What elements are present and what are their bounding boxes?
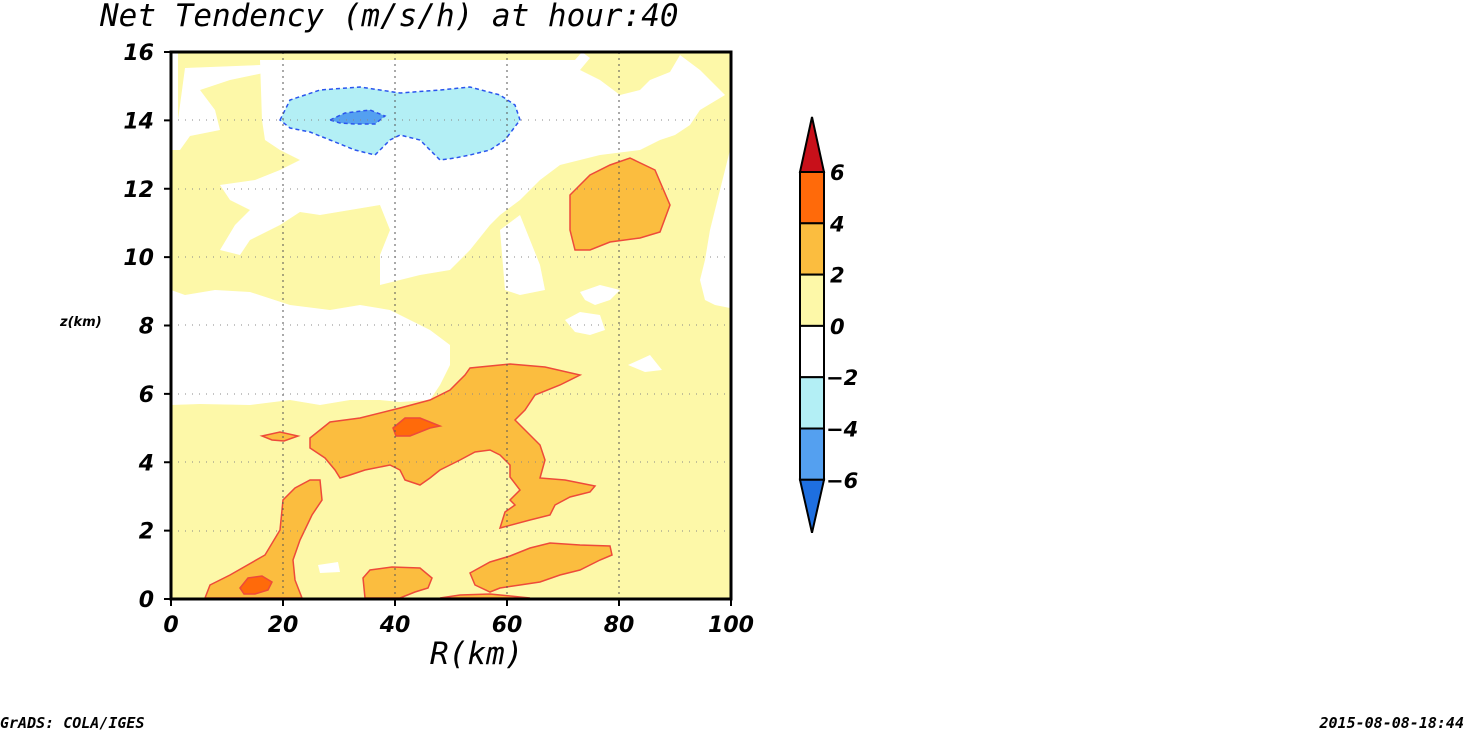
region-orange-lowleft [203,479,323,599]
x-tick-label: 40 [379,613,411,638]
colorbar: 6 4 2 0 −2 −4 −6 [798,116,858,534]
colorbar-label: 4 [829,212,845,236]
region-redorange-low [239,575,273,595]
x-tick-label: 80 [604,613,635,638]
region-white-spot1 [500,215,545,295]
y-tick-label: 16 [123,41,154,66]
y-axis: 0 2 4 6 8 10 12 14 16 [123,41,171,613]
region-white-upper [171,52,268,150]
footer-right: 2015-08-08-18:44 [1319,714,1464,732]
y-tick-label: 10 [123,246,154,271]
region-white-spot4 [628,355,662,372]
region-orange-upperright [569,157,671,251]
region-white-spot5 [318,562,340,573]
y-tick-label: 14 [123,109,154,134]
chart-title: Net Tendency (m/s/h) at hour:40 [99,0,679,34]
y-axis-label: z(km) [59,315,102,330]
x-axis: 0 20 40 60 80 100 [163,599,754,638]
grid-lines [282,52,620,599]
region-orange-mid [309,363,597,530]
colorbar-label: −6 [826,469,858,493]
region-white-band [171,290,450,405]
y-tick-label: 2 [139,520,154,545]
grid-lines-h [171,119,731,532]
region-cyan [279,86,521,161]
colorbar-label: −2 [826,366,858,390]
colorbar-segment [799,171,825,225]
colorbar-label: 0 [830,315,845,339]
region-white-spot2 [580,285,620,305]
region-white-spot3 [565,312,605,335]
colorbar-segment [799,273,825,327]
y-tick-label: 0 [139,588,154,613]
x-tick-label: 20 [268,613,299,638]
colorbar-label: −4 [826,418,858,442]
y-tick-label: 4 [138,451,154,476]
region-orange-small [259,431,301,442]
region-redorange-group [239,417,443,595]
y-tick-label: 8 [139,315,154,340]
region-white-right [700,150,730,308]
colorbar-label: 6 [830,161,845,185]
colorbar-segment [799,427,825,481]
y-tick-label: 12 [123,178,154,203]
region-orange-lowright [469,542,613,593]
colorbar-label: 2 [830,264,845,288]
region-redorange-mid [392,417,443,437]
colorbar-segment [799,376,825,430]
region-orange-lowmid [362,566,433,599]
region-blue [327,109,387,125]
y-tick-label: 6 [139,383,154,408]
region-orange-group [203,157,671,599]
colorbar-bottom-triangle [798,478,826,534]
colorbar-segment [799,324,825,379]
colorbar-segment [799,222,825,276]
x-axis-label: R(km) [430,636,523,672]
x-tick-label: 60 [492,613,523,638]
colorbar-top-triangle [798,116,826,173]
x-tick-label: 0 [163,613,178,638]
plot-area [169,50,733,601]
footer-left: GrADS: COLA/IGES [0,714,145,732]
x-tick-label: 100 [708,613,754,638]
